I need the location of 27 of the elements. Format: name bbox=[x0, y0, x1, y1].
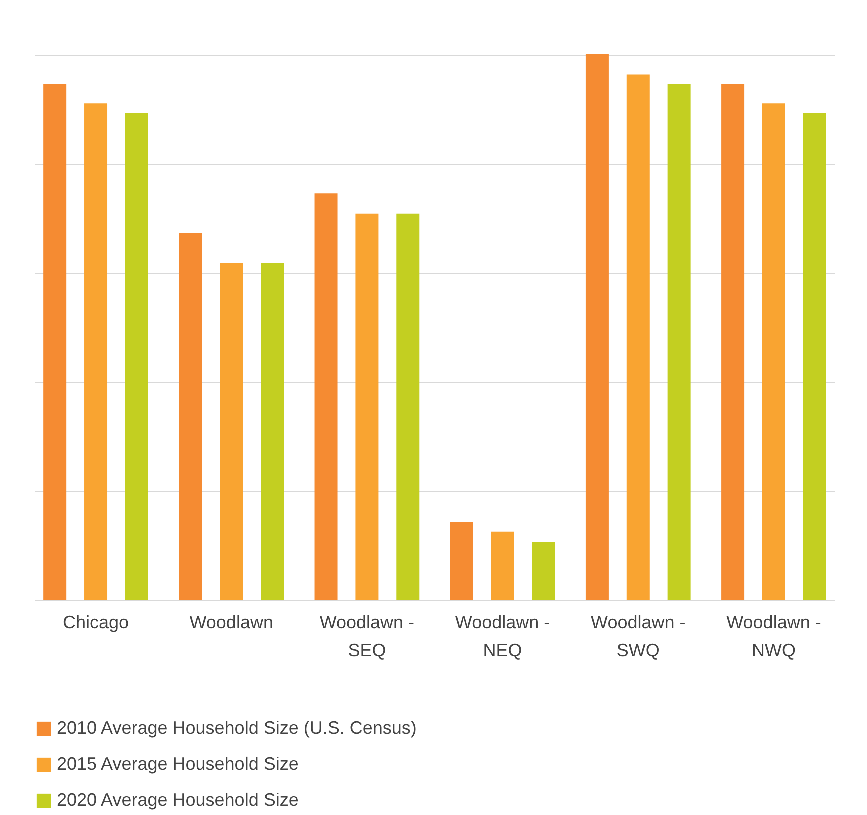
bar bbox=[125, 113, 148, 600]
x-tick-label: Woodlawn - SEQ bbox=[320, 612, 415, 660]
x-tick-label: Woodlawn - SWQ bbox=[591, 612, 686, 660]
bar bbox=[261, 263, 284, 600]
x-tick-label: Woodlawn bbox=[190, 612, 274, 632]
bar bbox=[722, 84, 745, 600]
bar bbox=[356, 214, 379, 600]
bar bbox=[450, 522, 474, 600]
bar bbox=[396, 214, 420, 600]
bar bbox=[84, 104, 108, 600]
bar bbox=[626, 74, 650, 600]
bar bbox=[44, 84, 67, 600]
legend-label: 2010 Average Household Size (U.S. Census) bbox=[57, 718, 417, 738]
bar bbox=[668, 84, 691, 600]
legend-label: 2015 Average Household Size bbox=[57, 754, 299, 774]
x-tick-label: Woodlawn - NWQ bbox=[726, 612, 822, 660]
bar bbox=[314, 194, 338, 600]
bar bbox=[532, 542, 556, 600]
x-tick-label: Woodlawn - NEQ bbox=[455, 612, 550, 660]
x-tick-label: Chicago bbox=[62, 612, 130, 632]
legend-label: 2020 Average Household Size bbox=[57, 790, 299, 810]
bar bbox=[586, 54, 609, 600]
bar bbox=[491, 532, 514, 600]
bar bbox=[762, 104, 786, 600]
bar bbox=[220, 263, 244, 600]
bar bbox=[803, 113, 826, 600]
bar bbox=[179, 233, 202, 600]
